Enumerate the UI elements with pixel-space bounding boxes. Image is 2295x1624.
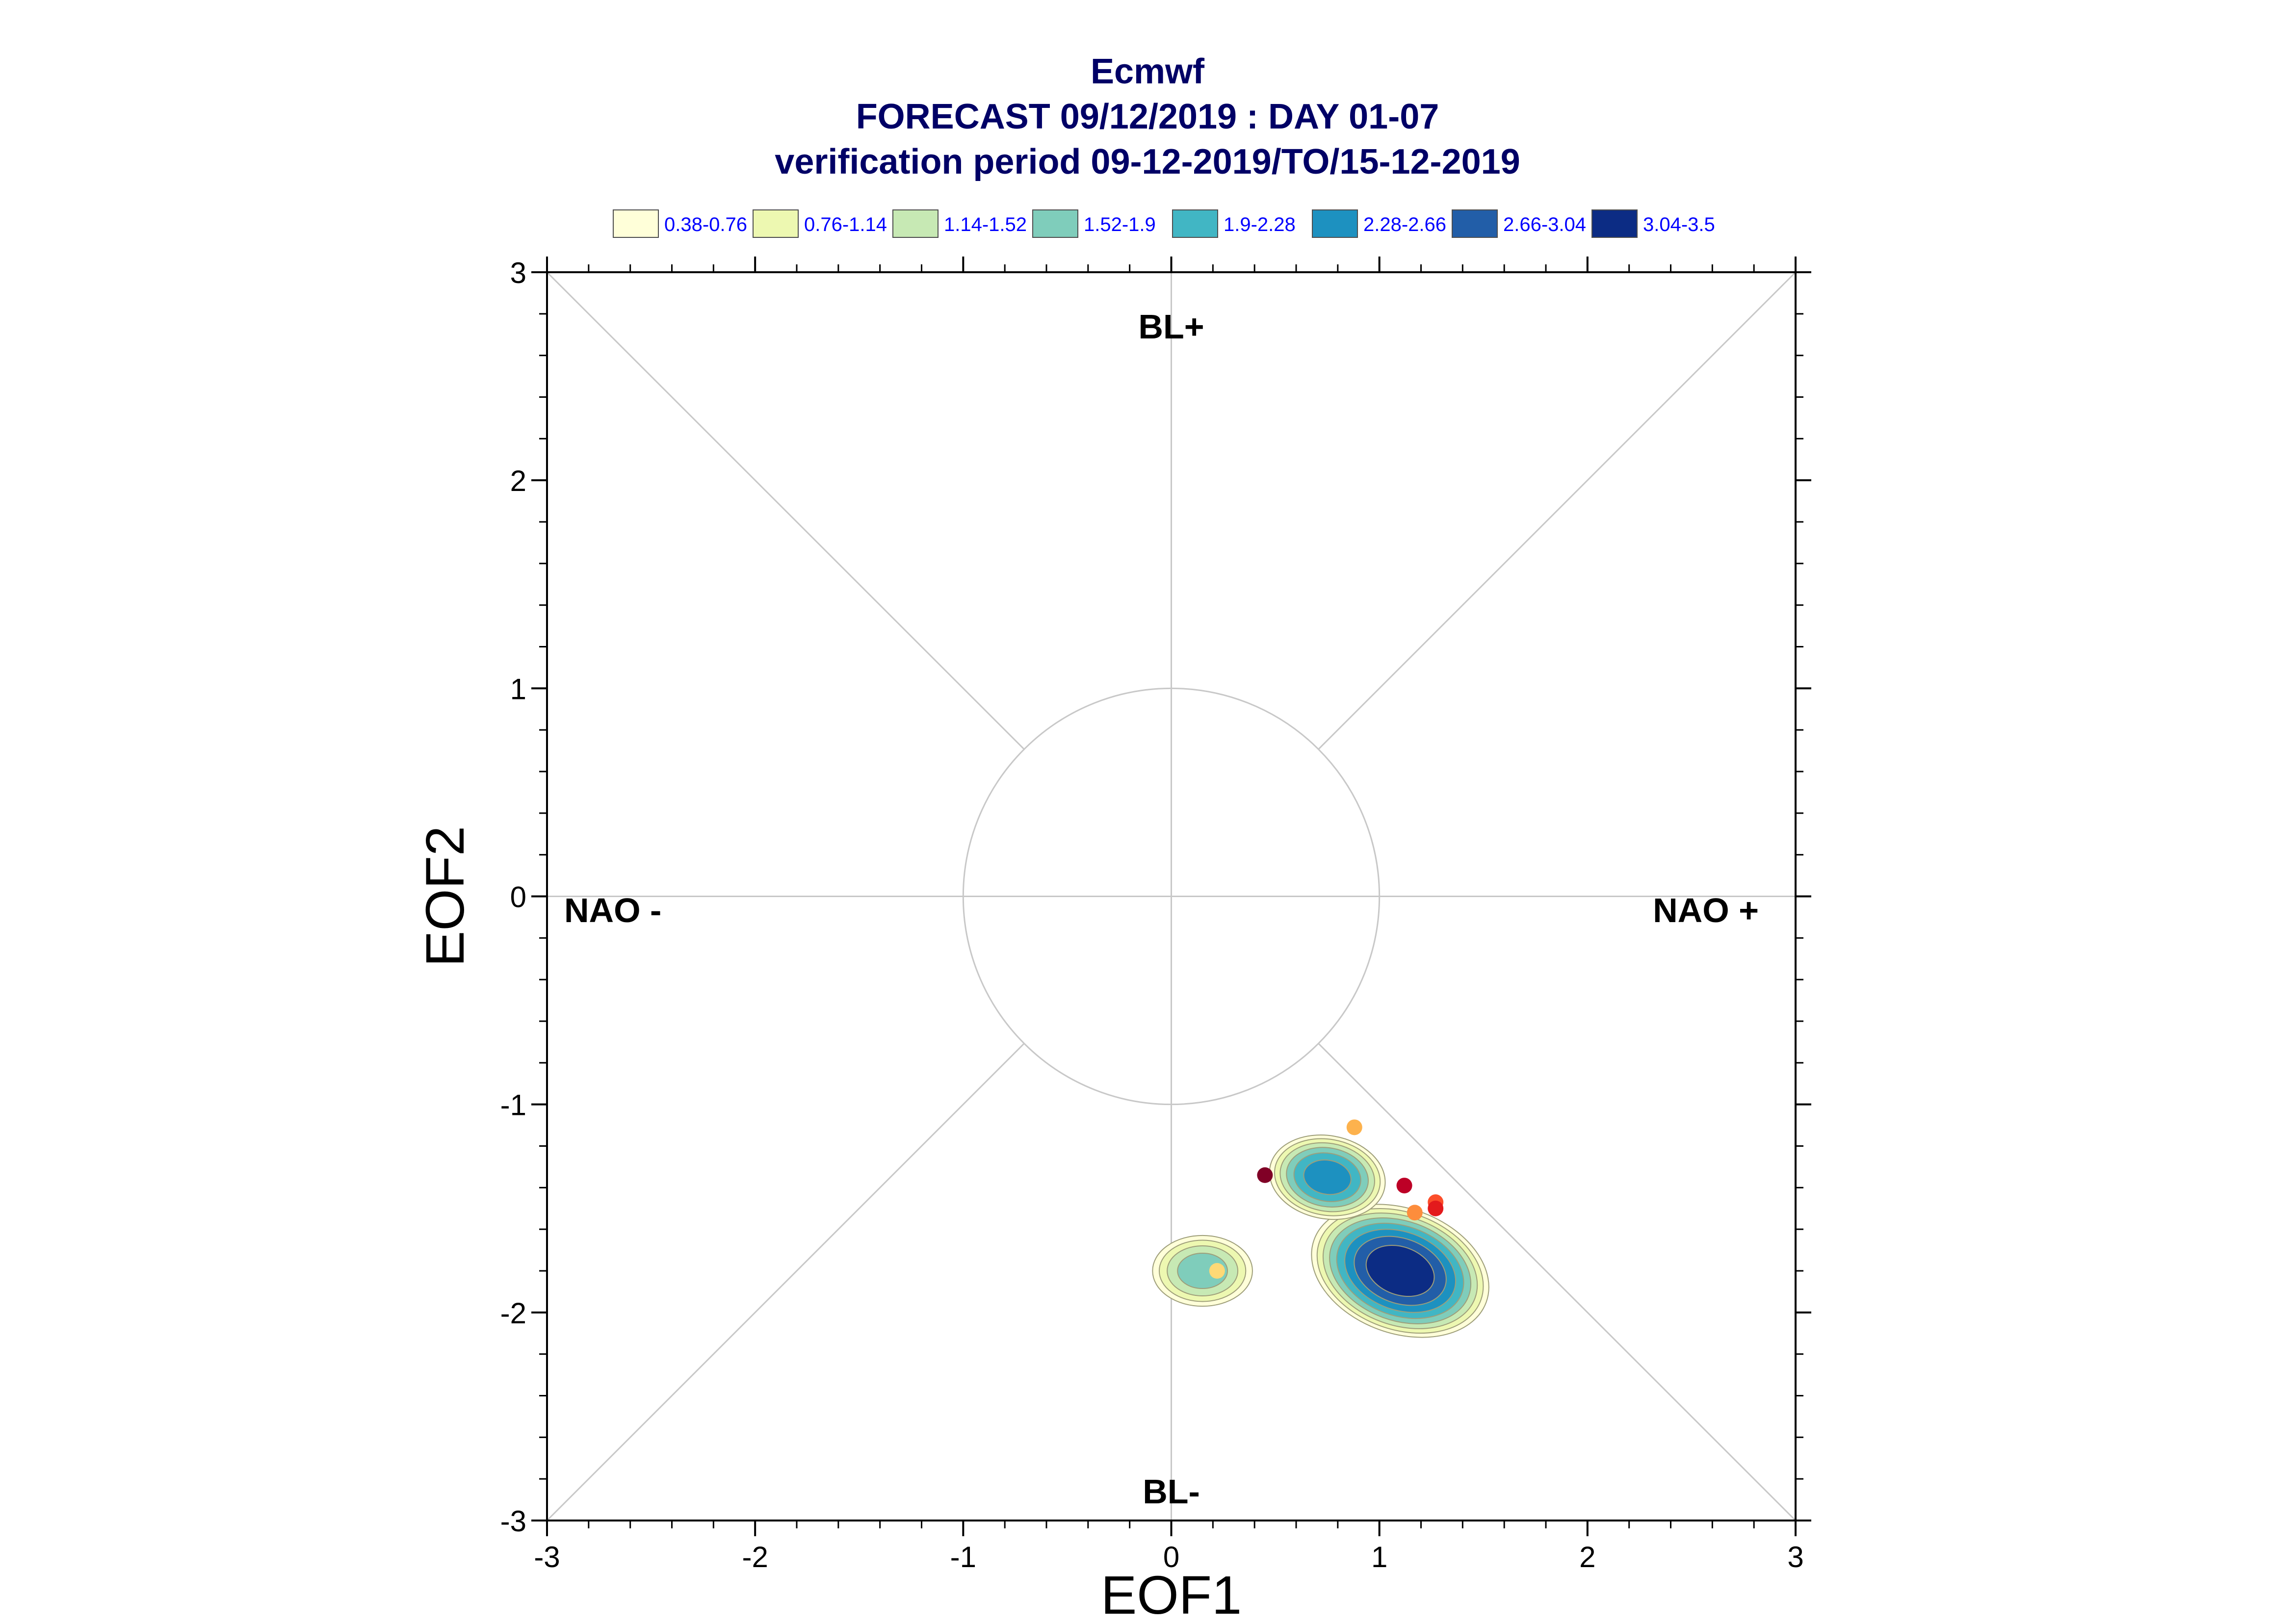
y-tick-label-7: 3 [510, 257, 526, 289]
x-tick-label-5: 1 [1371, 1541, 1387, 1573]
regime-labels: BL+ BL- NAO - NAO + [564, 308, 1759, 1511]
regime-label-bottom: BL- [1143, 1472, 1200, 1511]
y-tick-label-5: 1 [510, 672, 526, 705]
data-point-3 [1396, 1178, 1412, 1194]
diagonal-upper-left [546, 271, 1025, 750]
y-tick-label-6: 2 [510, 464, 526, 497]
x-axis-label: EOF1 [1101, 1565, 1242, 1624]
diagonal-lower-right [1318, 1043, 1797, 1521]
legend-label-3: 1.14-1.52 [944, 214, 1027, 235]
y-axis-label: EOF2 [415, 826, 475, 967]
diagonal-upper-right [1318, 271, 1797, 750]
title-line-1: Ecmwf [1091, 52, 1205, 91]
x-tick-label-3: -1 [950, 1541, 976, 1573]
legend-swatch-6 [1312, 209, 1358, 238]
guide-lines [546, 271, 1797, 1521]
legend-label-4: 1.52-1.9 [1084, 214, 1156, 235]
title-line-2: FORECAST 09/12/2019 : DAY 01-07 [856, 97, 1439, 136]
legend-label-8: 3.04-3.5 [1643, 214, 1715, 235]
data-point-5 [1428, 1200, 1444, 1216]
regime-label-right: NAO + [1653, 891, 1759, 929]
regime-label-top: BL+ [1138, 308, 1204, 346]
y-tick-label-1: -3 [500, 1505, 526, 1538]
x-tick-label-4: 0 [1163, 1541, 1179, 1573]
chart-title: Ecmwf FORECAST 09/12/2019 : DAY 01-07 veri… [775, 52, 1520, 181]
legend-label-5: 1.9-2.28 [1224, 214, 1296, 235]
diagonal-lower-left [546, 1043, 1025, 1521]
regime-label-left: NAO - [564, 891, 661, 929]
legend-label-7: 2.66-3.04 [1503, 214, 1586, 235]
legend-swatch-3 [892, 209, 939, 238]
legend-label-2: 0.76-1.14 [804, 214, 887, 235]
data-points [1209, 1119, 1444, 1279]
x-tick-label-1: -3 [534, 1541, 560, 1573]
legend-label-1: 0.38-0.76 [664, 214, 747, 235]
legend-swatch-8 [1591, 209, 1638, 238]
legend-swatch-1 [613, 209, 659, 238]
data-point-6 [1407, 1205, 1423, 1221]
x-tick-label-6: 2 [1579, 1541, 1595, 1573]
legend-swatch-5 [1172, 209, 1218, 238]
x-tick-label-2: -2 [742, 1541, 768, 1573]
data-point-7 [1209, 1263, 1225, 1279]
density-contour-2-level-6 [1303, 1159, 1352, 1195]
axes: -3 -2 -1 0 1 2 3 -3 -2 -1 0 1 2 3 EOF1 EOF2 [415, 257, 1811, 1624]
legend-swatch-4 [1032, 209, 1078, 238]
legend: 0.38-0.76 0.76-1.14 1.14-1.52 1.52-1.9 1.9-2… [613, 209, 1715, 238]
y-tick-label-4: 0 [510, 881, 526, 914]
x-tick-label-7: 3 [1787, 1541, 1803, 1573]
density-contours [1152, 1134, 1489, 1338]
y-tick-label-3: -1 [500, 1089, 526, 1122]
legend-swatch-2 [753, 209, 799, 238]
legend-label-6: 2.28-2.66 [1363, 214, 1446, 235]
data-point-2 [1257, 1167, 1273, 1183]
title-line-3: verification period 09-12-2019/TO/15-12-… [775, 142, 1520, 181]
data-point-1 [1346, 1119, 1362, 1135]
density-contour-1-level-8 [1365, 1244, 1435, 1297]
y-tick-label-2: -2 [500, 1297, 526, 1330]
legend-swatch-7 [1452, 209, 1498, 238]
reference-circle [962, 687, 1381, 1106]
density-contour-3-level-4 [1177, 1252, 1228, 1289]
